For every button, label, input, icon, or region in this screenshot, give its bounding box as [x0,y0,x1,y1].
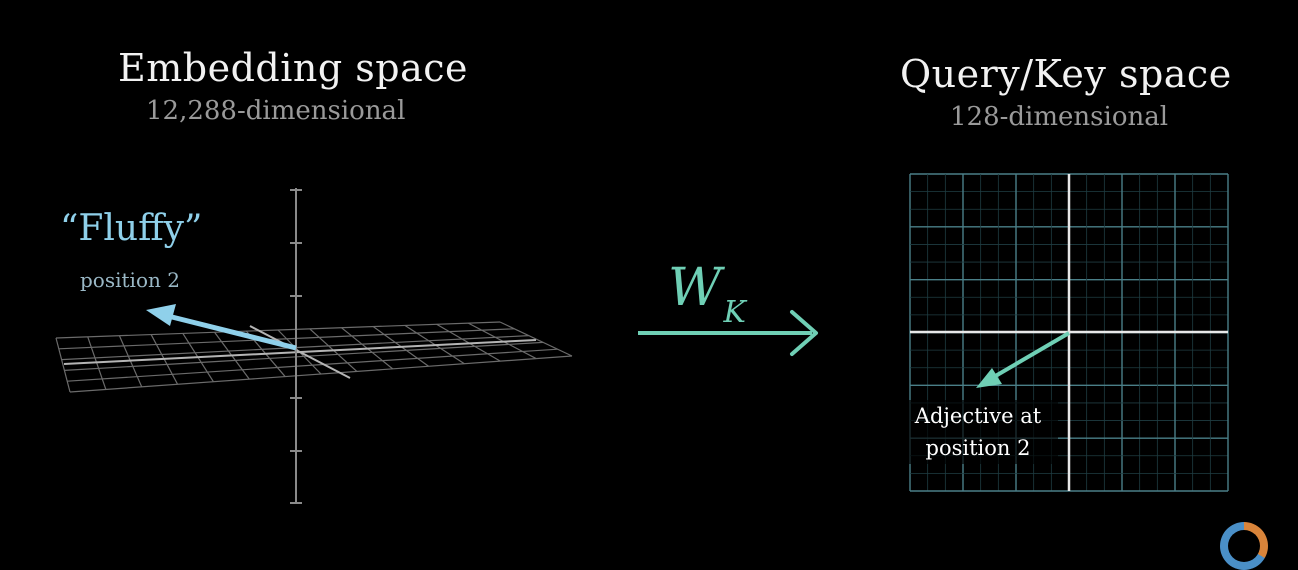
adjective-key-vector [976,331,1071,388]
embedding-space-title: Embedding space [118,46,469,90]
embedding-depth-axis [249,325,351,379]
adjective-key-label: Adjective at position 2 [898,400,1058,464]
embedding-space-subtitle: 12,288-dimensional [146,96,406,126]
query-key-axes [910,174,1228,491]
fluffy-word-label: “Fluffy” [60,208,203,249]
embedding-grid-plane [55,321,573,393]
fluffy-position-label: position 2 [80,268,180,292]
loading-spinner-icon [1220,522,1268,570]
fluffy-vector [146,304,297,351]
grid-line [499,321,573,357]
query-key-space-title: Query/Key space [900,52,1232,96]
query-key-space-subtitle: 128-dimensional [950,102,1169,132]
wk-matrix-label: WK [668,258,746,330]
wk-subscript: K [723,295,746,331]
grid-line [55,337,71,393]
adjective-key-label-line2: position 2 [925,436,1031,460]
adjective-key-label-line1: Adjective at [914,404,1042,428]
wk-symbol: W [668,258,722,318]
